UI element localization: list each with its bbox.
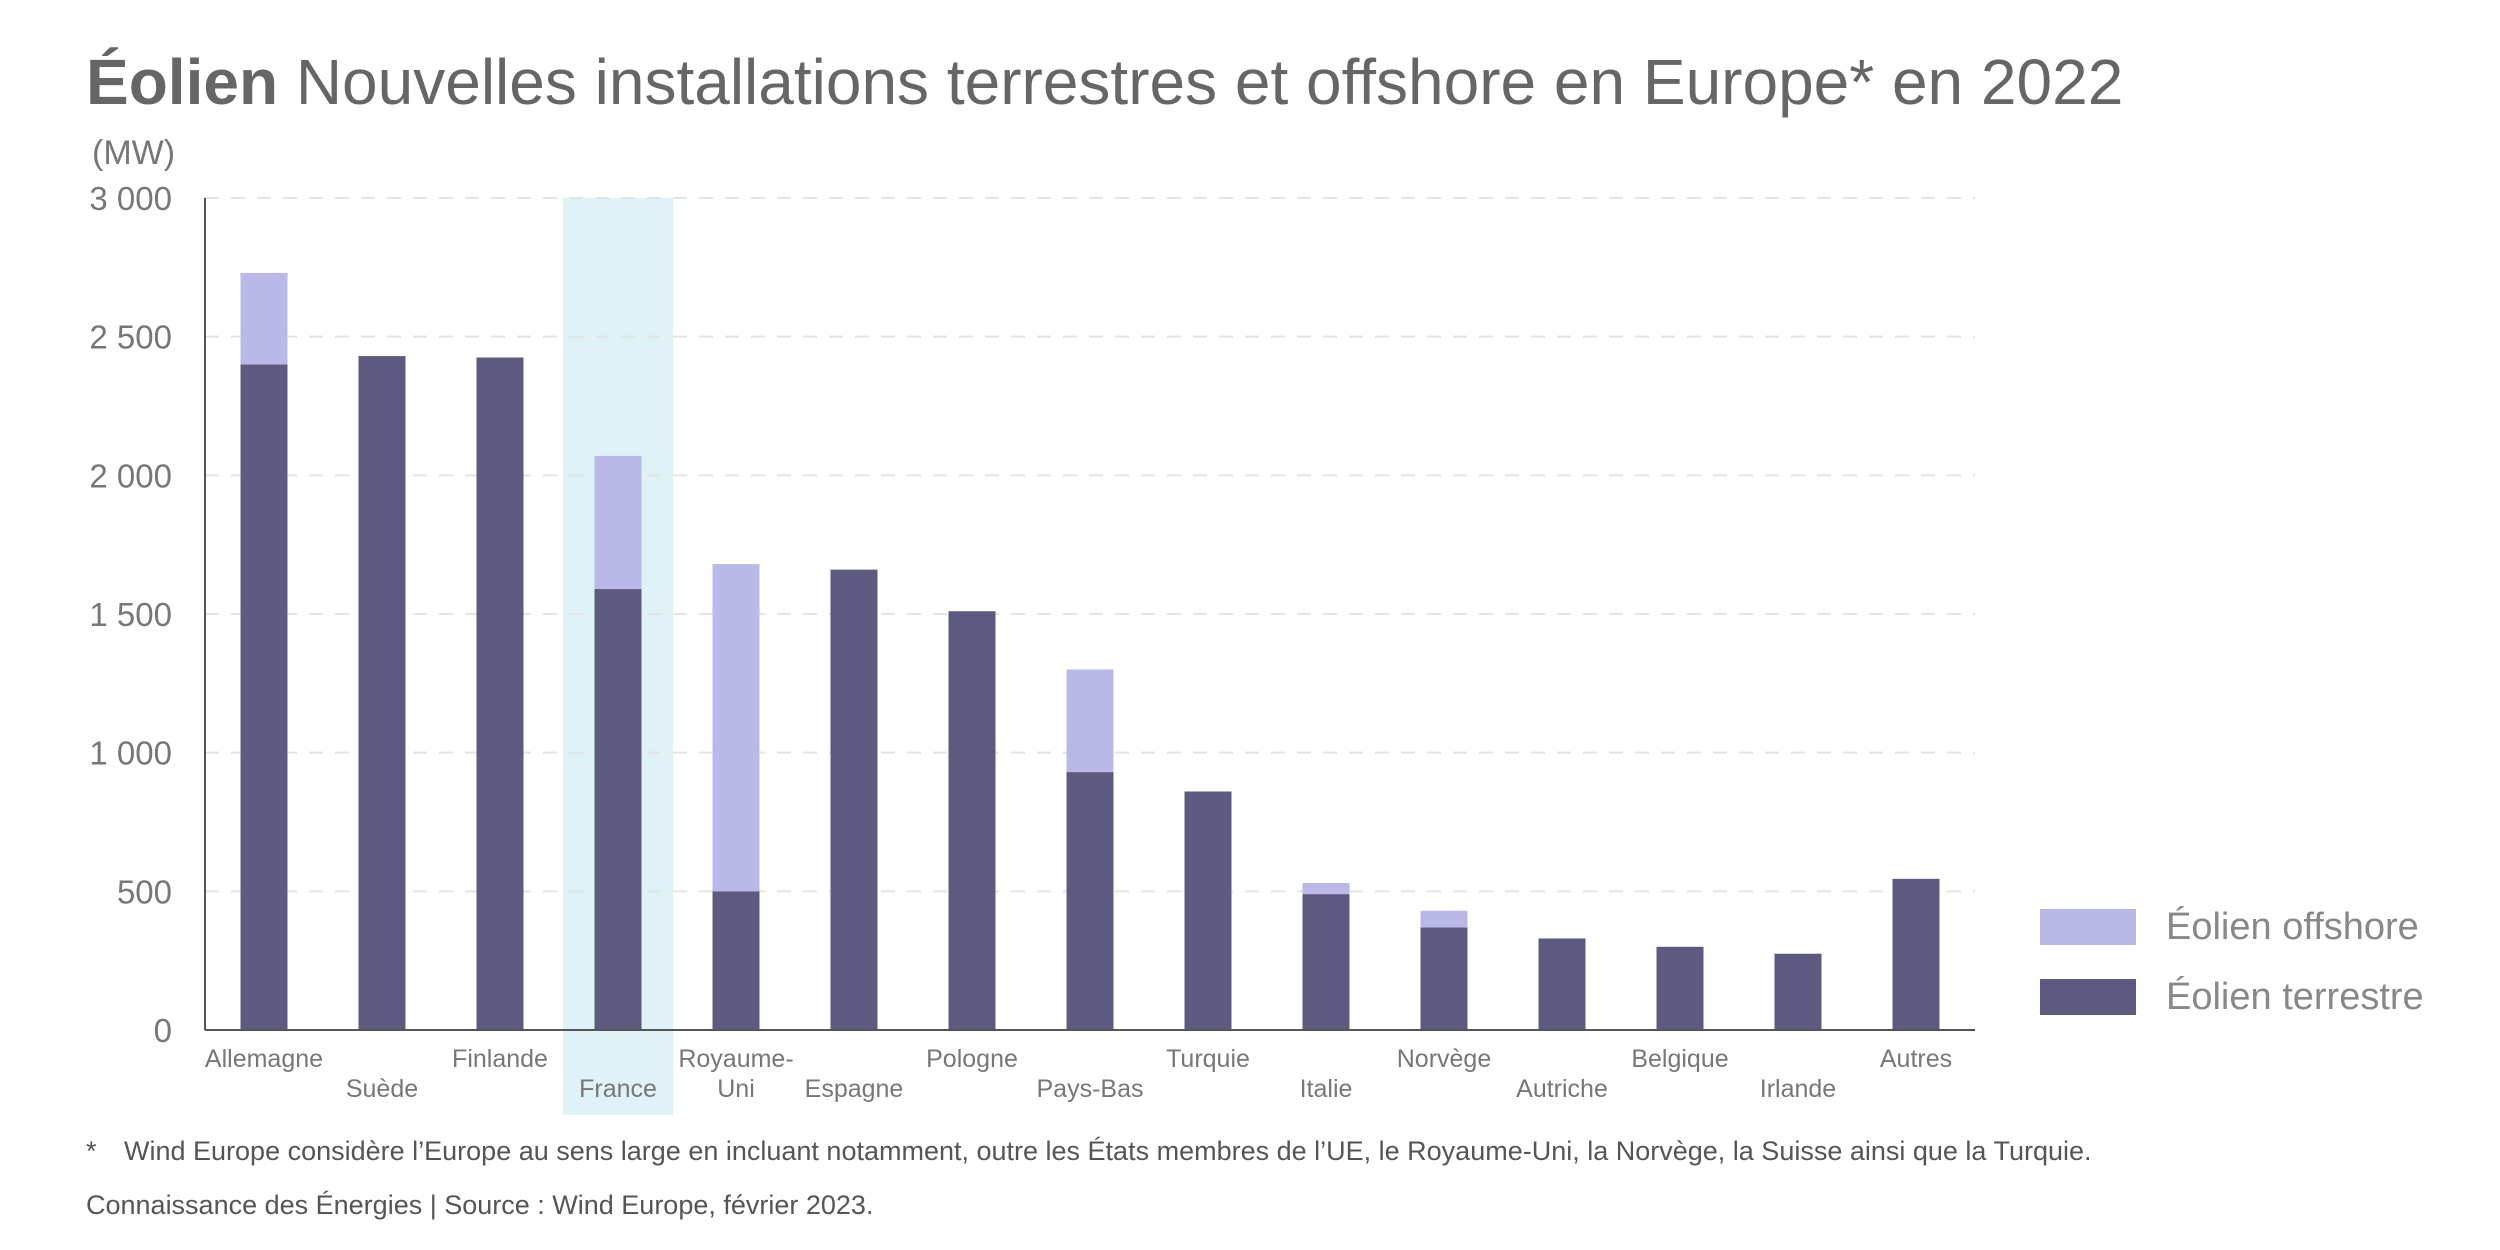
footnote: * Wind Europe considère l’Europe au sens …: [86, 1136, 2092, 1167]
chart-title-bold: Éolien: [86, 46, 279, 118]
y-tick-label: 1 500: [89, 596, 172, 633]
x-category-label: Pays-Bas: [1037, 1075, 1144, 1103]
legend-swatch-terrestre: [2040, 979, 2136, 1015]
legend-label-offshore: Éolien offshore: [2166, 905, 2419, 948]
y-tick-label: 2 000: [89, 457, 172, 494]
legend: Éolien offshore Éolien terrestre: [2040, 900, 2424, 1040]
x-category-label: France: [579, 1075, 657, 1103]
chart-title-rest: Nouvelles installations terrestres et of…: [295, 46, 2124, 118]
x-category-label: Finlande: [452, 1045, 548, 1073]
x-category-label: Pologne: [926, 1045, 1018, 1073]
bar-terrestre: [948, 611, 996, 1030]
y-axis-unit-label: (MW): [92, 134, 176, 172]
bar-terrestre: [594, 589, 642, 1030]
bar-terrestre: [1774, 953, 1822, 1030]
y-tick-label: 0: [154, 1012, 172, 1049]
bar-chart: 0 500 1 000 1 500 2 000 2 500 3 000 Allemagne Su…: [89, 180, 1975, 1115]
x-category-label: Espagne: [805, 1075, 904, 1103]
bar-terrestre: [1420, 927, 1468, 1030]
bar-offshore: [1420, 910, 1468, 928]
x-category-label: Royaume-: [678, 1045, 793, 1073]
bar-terrestre: [712, 891, 760, 1030]
x-category-label: Italie: [1300, 1075, 1353, 1103]
legend-item-offshore: Éolien offshore: [2040, 900, 2424, 954]
bar-terrestre: [240, 364, 288, 1030]
bar-terrestre: [1302, 894, 1350, 1030]
x-category-label: Norvège: [1397, 1045, 1492, 1073]
bar-terrestre: [1892, 878, 1940, 1030]
chart-title: Éolien Nouvelles installations terrestre…: [86, 40, 2123, 124]
x-category-label: Suède: [346, 1075, 418, 1103]
footnote-star: *: [86, 1136, 97, 1166]
bar-offshore: [1302, 883, 1350, 895]
x-category-label: Irlande: [1760, 1075, 1836, 1103]
x-category-label: Allemagne: [205, 1045, 323, 1073]
y-tick-label: 2 500: [89, 319, 172, 356]
legend-item-terrestre: Éolien terrestre: [2040, 970, 2424, 1024]
x-category-label: Autres: [1880, 1045, 1952, 1073]
y-tick-label: 3 000: [89, 180, 172, 217]
bar-offshore: [240, 272, 288, 365]
legend-swatch-offshore: [2040, 909, 2136, 945]
x-category-label: Turquie: [1166, 1045, 1250, 1073]
bar-terrestre: [830, 569, 878, 1030]
bar-terrestre: [476, 357, 524, 1030]
bar-terrestre: [1184, 791, 1232, 1030]
bar-offshore: [594, 455, 642, 590]
bar-terrestre: [1656, 946, 1704, 1030]
y-tick-label: 1 000: [89, 735, 172, 772]
x-category-label: Belgique: [1631, 1045, 1728, 1073]
y-tick-label: 500: [117, 873, 172, 910]
source-line: Connaissance des Énergies | Source : Win…: [86, 1190, 874, 1220]
bar-terrestre: [1066, 772, 1114, 1030]
legend-label-terrestre: Éolien terrestre: [2166, 975, 2424, 1018]
x-category-label: Uni: [717, 1075, 755, 1103]
x-category-label: Autriche: [1516, 1075, 1608, 1103]
footnote-text: Wind Europe considère l’Europe au sens l…: [124, 1136, 2092, 1166]
bar-terrestre: [1538, 938, 1586, 1030]
bar-offshore: [712, 564, 760, 892]
bar-offshore: [1066, 669, 1114, 773]
bar-terrestre: [358, 356, 406, 1031]
